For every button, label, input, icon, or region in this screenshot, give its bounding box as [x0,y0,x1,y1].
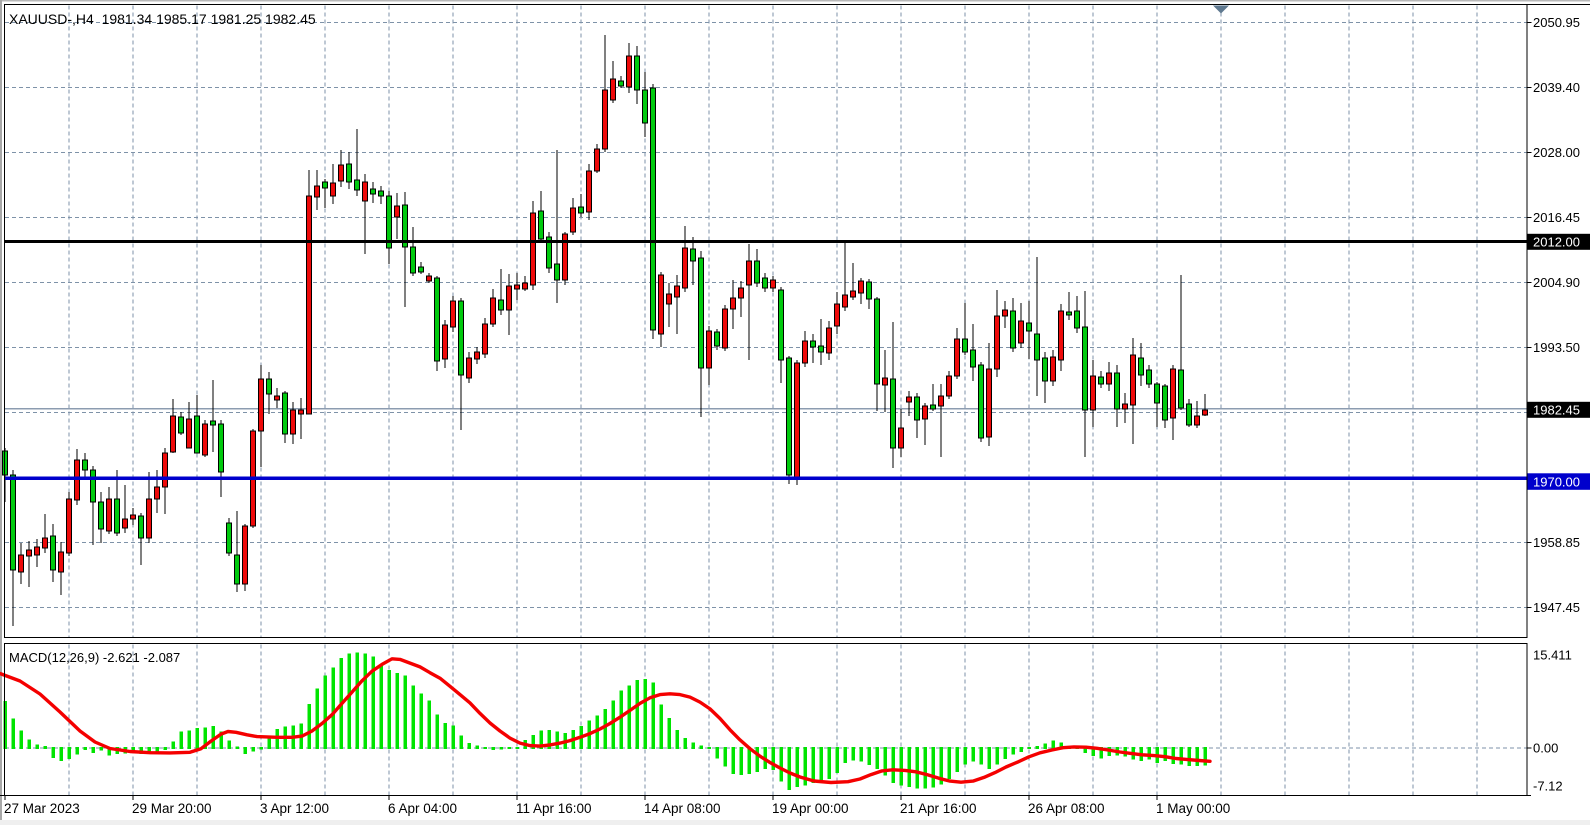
svg-text:2012.00: 2012.00 [1533,235,1580,250]
svg-text:29 Mar 20:00: 29 Mar 20:00 [132,801,212,816]
svg-text:MACD(12,26,9) -2.621 -2.087: MACD(12,26,9) -2.621 -2.087 [9,650,180,665]
svg-text:15.411: 15.411 [1533,648,1572,663]
svg-text:2050.95: 2050.95 [1533,15,1580,30]
svg-text:1958.85: 1958.85 [1533,535,1580,550]
svg-text:1982.45: 1982.45 [1533,403,1580,418]
svg-text:0.00: 0.00 [1533,741,1558,756]
svg-text:2004.90: 2004.90 [1533,275,1580,290]
svg-text:27 Mar 2023: 27 Mar 2023 [4,801,80,816]
svg-text:19 Apr 00:00: 19 Apr 00:00 [772,801,849,816]
svg-text:14 Apr 08:00: 14 Apr 08:00 [644,801,721,816]
svg-text:1993.50: 1993.50 [1533,340,1580,355]
svg-text:1 May 00:00: 1 May 00:00 [1156,801,1230,816]
svg-text:2039.40: 2039.40 [1533,80,1580,95]
svg-text:21 Apr 16:00: 21 Apr 16:00 [900,801,977,816]
svg-text:1947.45: 1947.45 [1533,600,1580,615]
svg-text:-7.12: -7.12 [1533,779,1563,794]
svg-text:3 Apr 12:00: 3 Apr 12:00 [260,801,329,816]
svg-text:6 Apr 04:00: 6 Apr 04:00 [388,801,457,816]
svg-text:26 Apr 08:00: 26 Apr 08:00 [1028,801,1105,816]
svg-text:1970.00: 1970.00 [1533,475,1580,490]
svg-text:XAUUSD-,H4 1981.34 1985.17 19: XAUUSD-,H4 1981.34 1985.17 1981.25 1982.… [9,11,316,27]
svg-text:2016.45: 2016.45 [1533,210,1580,225]
svg-text:11 Apr 16:00: 11 Apr 16:00 [516,801,592,816]
svg-text:2028.00: 2028.00 [1533,145,1580,160]
